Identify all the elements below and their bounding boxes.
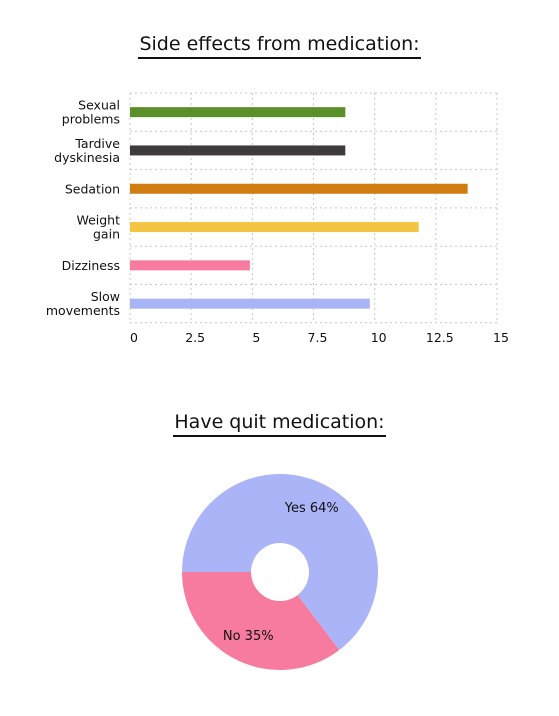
category-label: Sexual problems bbox=[62, 98, 120, 127]
bar-chart-bars bbox=[130, 107, 468, 309]
x-tick-label: 7.5 bbox=[308, 330, 328, 345]
category-label: Dizziness bbox=[62, 258, 120, 273]
category-label-line: movements bbox=[46, 303, 120, 318]
slice-label: No 35% bbox=[223, 629, 274, 644]
category-label-line: Weight bbox=[76, 213, 120, 228]
category-label-line: Dizziness bbox=[62, 258, 120, 273]
x-tick-label: 10 bbox=[371, 330, 387, 345]
pie-chart-title-text: Have quit medication: bbox=[173, 411, 386, 437]
donut-slice bbox=[182, 474, 378, 650]
donut-chart-slices bbox=[182, 474, 378, 671]
bar-chart-x-ticks: 0 2.5 5 7.5 10 12.5 15 bbox=[130, 330, 509, 345]
category-label-line: Sexual bbox=[78, 98, 120, 113]
bar-chart-grid bbox=[129, 92, 498, 324]
category-label: Weight gain bbox=[76, 213, 120, 242]
category-label-line: Tardive bbox=[74, 136, 120, 151]
category-label-line: gain bbox=[93, 227, 120, 242]
bar bbox=[130, 222, 419, 233]
pie-chart-title: Have quit medication: bbox=[0, 411, 559, 437]
bar bbox=[130, 298, 370, 309]
bar bbox=[130, 260, 250, 271]
x-tick-label: 2.5 bbox=[185, 330, 205, 345]
x-tick-label: 5 bbox=[252, 330, 260, 345]
category-label: Slow movements bbox=[46, 289, 120, 318]
bar-chart: Sexual problems Tardive dyskinesia Sedation W… bbox=[46, 92, 509, 345]
bar bbox=[130, 145, 346, 156]
bar-chart-title-text: Side effects from medication: bbox=[138, 33, 421, 59]
bar bbox=[130, 107, 346, 118]
bar-chart-category-labels: Sexual problems Tardive dyskinesia Sedation W… bbox=[46, 98, 120, 318]
bar-chart-title: Side effects from medication: bbox=[0, 33, 559, 59]
bar bbox=[130, 183, 468, 194]
category-label-line: Slow bbox=[91, 289, 120, 304]
category-label-line: dyskinesia bbox=[54, 150, 120, 165]
category-label: Sedation bbox=[65, 181, 120, 196]
category-label-line: problems bbox=[62, 112, 120, 127]
category-label-line: Sedation bbox=[65, 181, 120, 196]
donut-chart-labels: Yes 64% No 35% bbox=[223, 501, 339, 644]
category-label: Tardive dyskinesia bbox=[54, 136, 120, 165]
donut-slice bbox=[182, 572, 340, 671]
x-tick-label: 12.5 bbox=[426, 330, 454, 345]
x-tick-label: 15 bbox=[493, 330, 509, 345]
x-tick-label: 0 bbox=[130, 330, 138, 345]
slice-label: Yes 64% bbox=[284, 501, 339, 516]
